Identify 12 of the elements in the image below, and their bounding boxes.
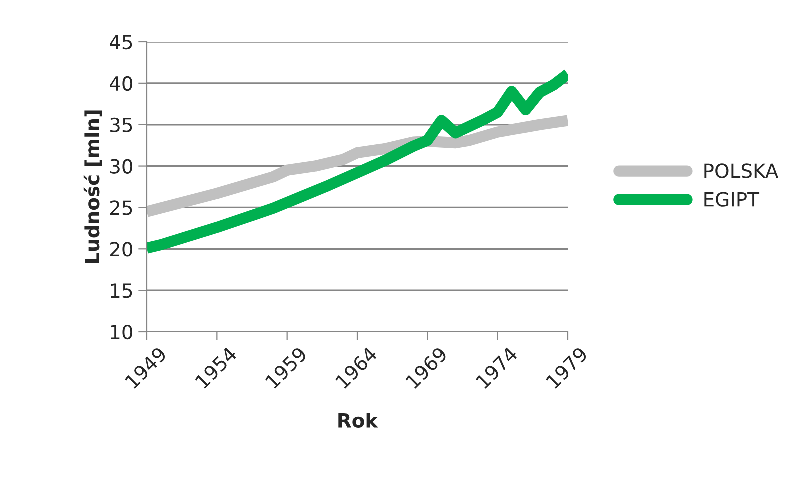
x-axis-title: Rok: [338, 412, 378, 428]
y-tick-label: 15: [111, 284, 132, 298]
y-tick-label: 45: [110, 35, 132, 50]
y-tick-label: 25: [110, 200, 132, 216]
y-tick-label: 30: [110, 159, 133, 174]
y-tick-label: 40: [110, 76, 133, 92]
y-tick-label: 10: [111, 324, 133, 340]
legend-label: EGIPT: [704, 192, 760, 207]
y-tick-label: 20: [110, 242, 133, 257]
y-axis-title: Ludność [mln]: [84, 110, 102, 264]
legend-label: POLSKA: [704, 164, 779, 178]
y-tick-label: 35: [110, 118, 132, 133]
